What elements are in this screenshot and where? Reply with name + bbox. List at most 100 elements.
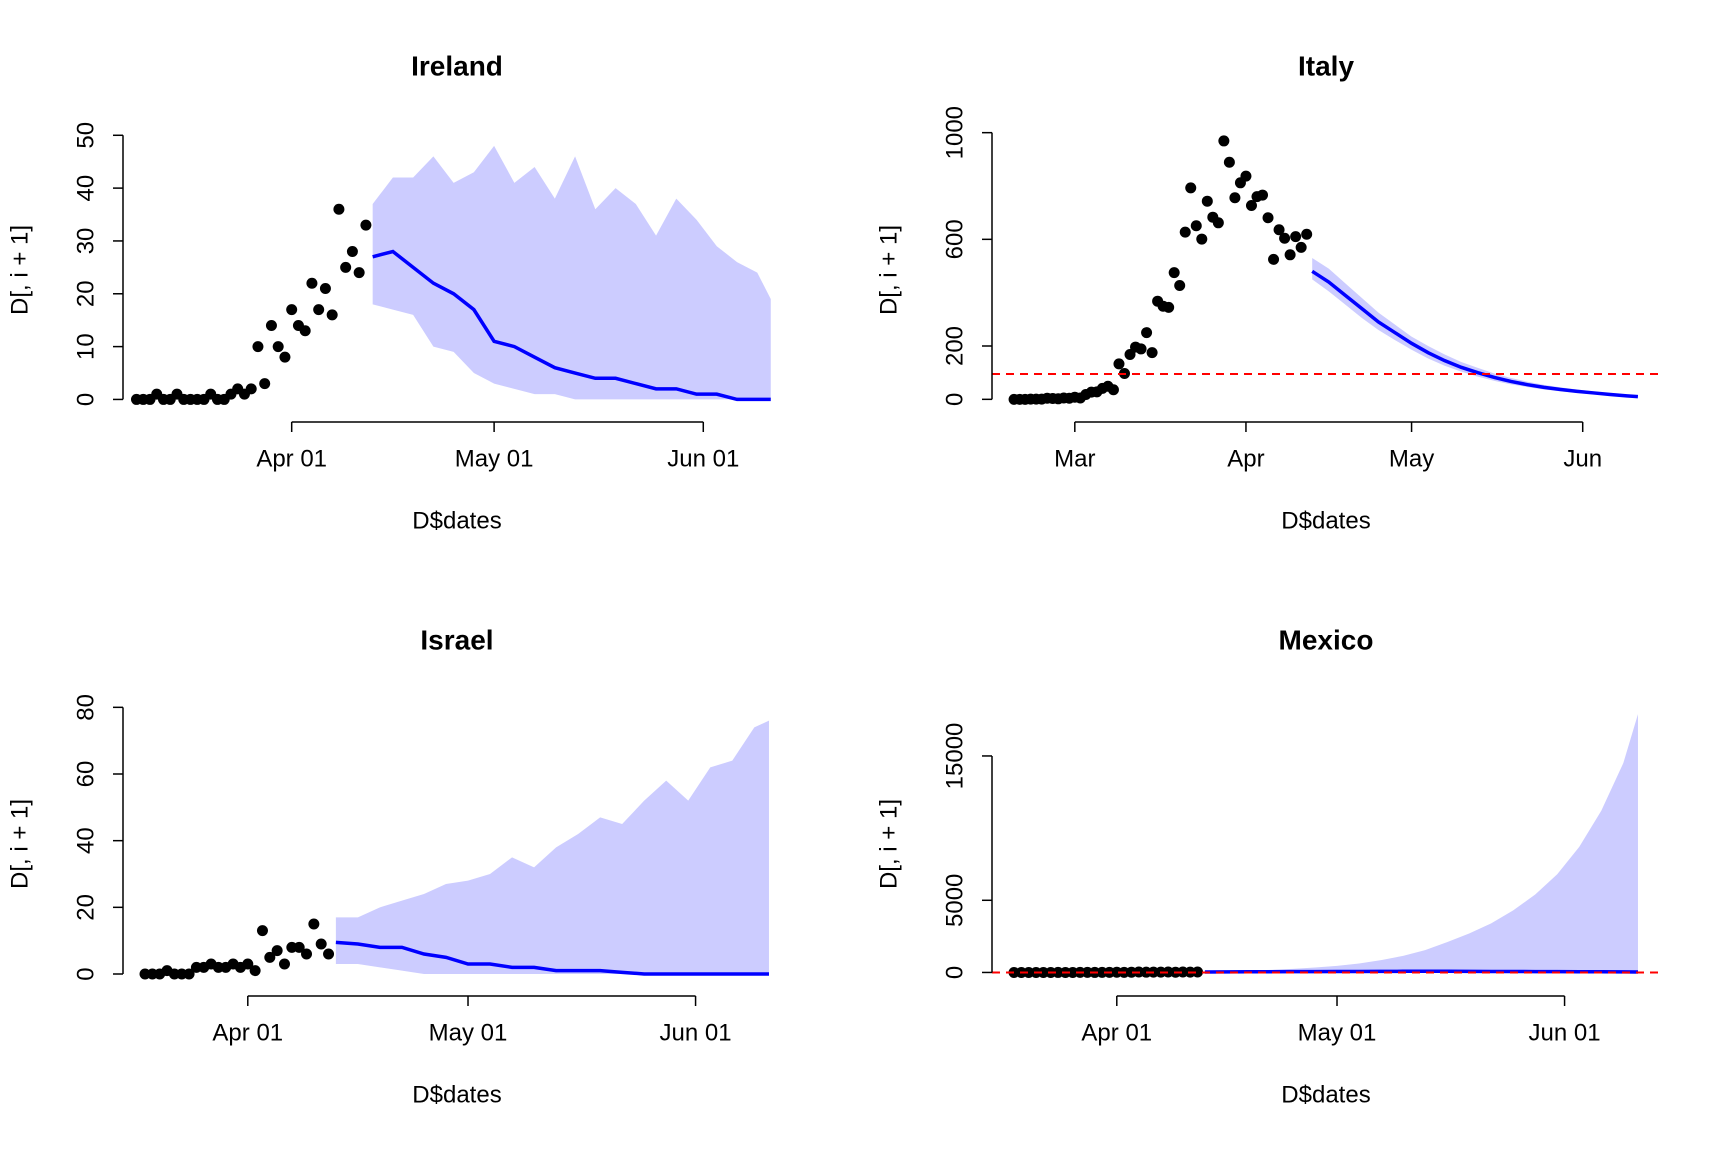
data-point [272,341,284,353]
data-point [319,282,331,294]
data-point [1223,156,1235,168]
y-tick-label: 0 [941,966,968,979]
data-point [1290,231,1302,243]
x-tick-label: Jun [1563,445,1602,472]
forecast-line [335,940,769,976]
y-tick-label: 20 [72,280,99,307]
x-axis-label: D$dates [412,1081,501,1108]
data-point [326,309,338,321]
y-axis-label: D[, i + 1] [6,799,33,889]
data-point [278,958,290,970]
y-tick-label: 50 [72,122,99,149]
data-point [1218,135,1230,147]
y-axis-label: D[, i + 1] [6,225,33,315]
y-tick-label: 600 [941,219,968,259]
data-point [1245,199,1257,211]
chart-title: Israel [420,624,493,655]
y-tick-label: 40 [72,827,99,854]
forecast-line [372,249,771,402]
x-tick-label: May [1389,445,1434,472]
data-point [1163,301,1175,313]
data-point [1212,217,1224,229]
y-tick-label: 200 [941,326,968,366]
data-point [1107,384,1119,396]
data-point [313,304,325,316]
y-tick-label: 0 [72,967,99,980]
forecast-band [1204,714,1638,973]
y-tick-label: 15000 [941,723,968,790]
data-point [301,948,313,960]
y-tick-label: 30 [72,228,99,255]
data-point [259,378,271,390]
data-point [1168,267,1180,279]
y-tick-label: 10 [72,333,99,360]
data-point [249,965,261,977]
x-tick-label: Jun 01 [660,1019,732,1046]
data-point [264,951,276,963]
y-axis-label: D[, i + 1] [875,225,902,315]
data-point [1262,212,1274,224]
data-point [256,925,268,937]
data-point [293,941,305,953]
data-point [323,948,335,960]
panel: Israel D$dates D[, i + 1] 0 20 40 60 80 Apr 01 Ma… [6,624,769,1108]
data-point [1240,170,1252,182]
x-tick-label: May 01 [429,1019,508,1046]
y-tick-label: 0 [72,393,99,406]
data-point [271,945,283,957]
x-tick-label: Jun 01 [667,445,739,472]
x-tick-label: May 01 [455,445,534,472]
x-axis-label: D$dates [412,507,501,534]
x-tick-label: Apr 01 [212,1019,283,1046]
data-point [1229,192,1241,204]
data-point [1113,358,1125,370]
data-point [1174,279,1186,291]
y-tick-label: 80 [72,694,99,721]
x-axis-label: D$dates [1281,507,1370,534]
chart-title: Mexico [1279,624,1374,655]
data-point [1273,224,1285,236]
data-point [340,261,352,273]
data-point [1135,343,1147,355]
data-point [333,203,345,215]
data-point [1257,189,1269,201]
data-point [245,383,257,395]
data-point [1284,249,1296,261]
y-tick-label: 40 [72,175,99,202]
y-tick-label: 20 [72,894,99,921]
data-point [252,341,264,353]
data-point [346,246,358,258]
y-tick-label: 5000 [941,874,968,927]
x-tick-label: Apr 01 [256,445,327,472]
data-point [1268,253,1280,265]
data-point [286,304,298,316]
forecast-band [372,145,771,400]
data-point [1179,226,1191,238]
forecast-line [1311,269,1639,399]
y-axis-label: D[, i + 1] [875,799,902,889]
data-point [299,325,311,337]
x-tick-label: May 01 [1298,1019,1377,1046]
forecast-band [1312,258,1638,398]
x-axis-label: D$dates [1281,1081,1370,1108]
panel: Mexico D$dates D[, i + 1] 0 5000 15000 Apr 01 M… [875,624,1660,1108]
data-point [279,351,291,363]
data-point [308,918,320,930]
data-point [1192,966,1204,978]
y-tick-label: 0 [941,393,968,406]
y-tick-label: 60 [72,761,99,788]
data-point [1301,228,1313,240]
data-point [1201,195,1213,207]
x-tick-label: Apr 01 [1081,1019,1152,1046]
data-point [353,267,365,279]
chart-title: Ireland [411,50,503,81]
data-point [265,319,277,331]
panel: Italy D$dates D[, i + 1] 0 200 600 1000 Mar Apr M… [875,50,1660,534]
data-point [306,277,318,289]
data-point [242,958,254,970]
data-point [1190,220,1202,232]
panel: Ireland D$dates D[, i + 1] 0 10 20 30 40 50 Apr 0… [6,50,771,534]
x-tick-label: Jun 01 [1529,1019,1601,1046]
data-point [1185,182,1197,194]
